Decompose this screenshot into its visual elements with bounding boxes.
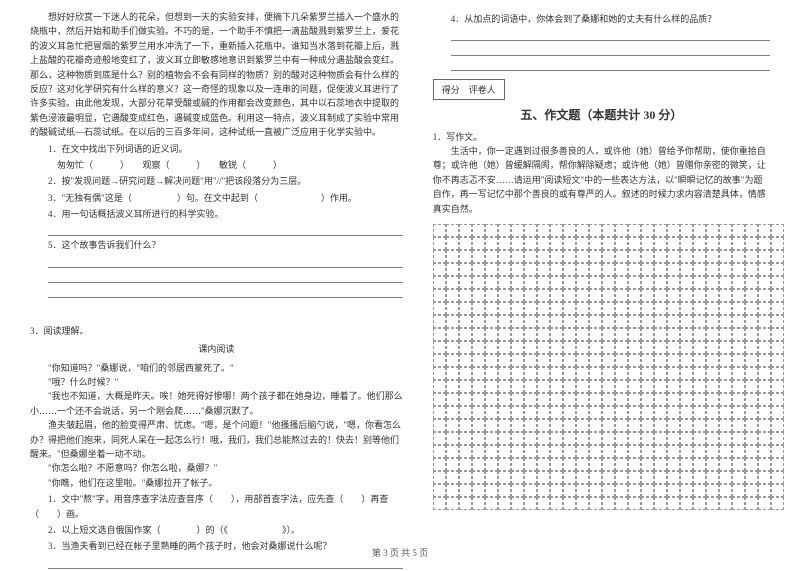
- question-4: 4．用一句话概括波义耳所进行的科学实验。: [30, 207, 403, 221]
- reading-line-3: "我也不知道，大概是昨天。唉！她死得好惨哪！两个孩子都在她身边，睡着了。他们那么…: [30, 389, 403, 418]
- answer-blank[interactable]: [48, 270, 403, 283]
- answer-blank[interactable]: [48, 255, 403, 268]
- reading-q1: 1．文中"熬"字，用音序查字法应查音序（ ），用部首查字法，应先查（ ）再查（ …: [30, 492, 403, 521]
- reading-line-6: "你瞧，他们在这里啦。"桑娜拉开了帐子。: [30, 476, 403, 490]
- answer-blank[interactable]: [451, 28, 770, 41]
- question-3: 3．"无独有偶"这是（ ）句。在文中起到（ ）作用。: [30, 191, 403, 205]
- passage-1: 想好好欣赏一下迷人的花朵，但想到一天的实验安排，便摘下几朵紫罗兰插入一个盛水的烧…: [30, 10, 403, 140]
- score-box: 得分 评卷人: [433, 79, 505, 100]
- page-footer: 第 3 页 共 5 页: [0, 546, 800, 559]
- question-1: 1．在文中找出下列词语的近义词。: [30, 142, 403, 156]
- reading-line-2: "哦？什么时候？": [30, 375, 403, 389]
- section-3: 3．阅读理解。: [30, 324, 403, 338]
- reading-line-4: 渔夫皱起眉，他的脸变得严肃、忧虑。"嗯，是个问题！"他搔搔后脑勺说，"嗯，你看怎…: [30, 418, 403, 461]
- answer-blank[interactable]: [451, 43, 770, 56]
- question-1a: 匆匆忙（ ） 观察（ ） 敏锐（ ）: [30, 158, 403, 172]
- writing-q1: 1．写作文。: [433, 130, 770, 144]
- answer-blank[interactable]: [451, 58, 770, 71]
- answer-blank[interactable]: [48, 285, 403, 298]
- writing-prompt: 生活中，你一定遇到过很多善良的人，或许他（她）曾给予你帮助，使你重拾自尊；或许他…: [433, 144, 770, 216]
- reading-line-1: "你知道吗？"桑娜说，"咱们的邻居西蒙死了。": [30, 361, 403, 375]
- answer-blank[interactable]: [48, 223, 403, 236]
- section-5-title: 五、作文题（本题共计 30 分）: [433, 106, 770, 125]
- question-5: 5．这个故事告诉我们什么？: [30, 238, 403, 252]
- writing-grid[interactable]: [433, 224, 770, 510]
- right-q4: 4．从加点的词语中，你体会到了桑娜和她的丈夫有什么样的品质？: [433, 12, 770, 26]
- reading-q2: 2．以上短文选自俄国作家（ ）的（《 》）。: [30, 523, 403, 537]
- reading-line-5: "你怎么啦？不愿意吗？你怎么啦，桑娜？": [30, 461, 403, 475]
- question-2: 2．按"发现问题→研究问题→解决问题"用"//"把该段落分为三层。: [30, 174, 403, 188]
- reading-title: 课内阅读: [30, 342, 403, 356]
